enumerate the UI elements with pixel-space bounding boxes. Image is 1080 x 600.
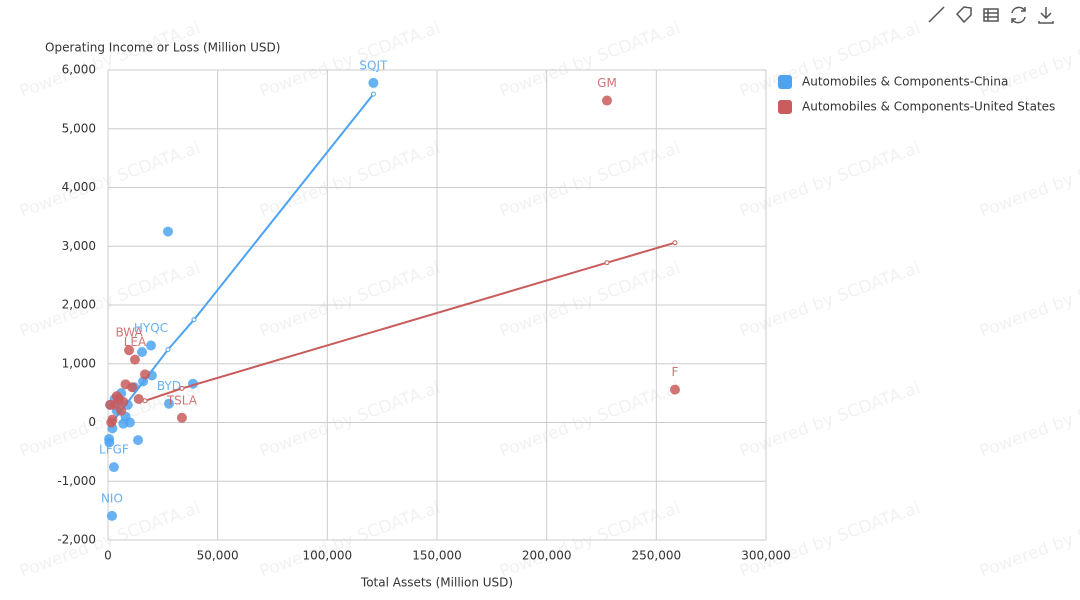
toolbar <box>928 6 1054 24</box>
point <box>106 417 117 428</box>
point <box>368 77 379 88</box>
x-tick-label: 200,000 <box>522 549 572 563</box>
watermark: Powered by SCDATA.ai <box>977 138 1080 222</box>
x-tick-label: 0 <box>104 549 112 563</box>
point <box>118 396 129 407</box>
trend-point <box>370 91 376 97</box>
trend-point <box>191 317 197 323</box>
watermark: Powered by SCDATA.ai <box>737 18 923 102</box>
watermark: Powered by SCDATA.ai <box>497 18 683 102</box>
y-axis-title: Operating Income or Loss (Million USD) <box>45 41 280 55</box>
tool-line[interactable] <box>928 6 945 23</box>
tool-tag[interactable] <box>955 6 972 24</box>
trend-line <box>110 93 375 425</box>
y-tick-label: -2,000 <box>57 533 96 547</box>
point <box>124 345 135 356</box>
point <box>140 369 151 380</box>
watermark: Powered by SCDATA.ai <box>497 258 683 342</box>
watermark: Powered by SCDATA.ai <box>737 378 923 462</box>
point-label: TSLA <box>166 393 198 407</box>
trend-line <box>144 241 676 402</box>
y-tick-label: -1,000 <box>57 474 96 488</box>
watermark: Powered by SCDATA.ai <box>17 138 203 222</box>
y-tick-label: 4,000 <box>62 180 96 194</box>
point <box>176 412 187 423</box>
x-tick-label: 250,000 <box>632 549 682 563</box>
legend-swatch <box>778 100 792 114</box>
point <box>162 226 173 237</box>
point <box>106 510 117 521</box>
point-label: GM <box>597 76 617 90</box>
tool-refresh[interactable] <box>1011 6 1026 24</box>
y-tick-label: 3,000 <box>62 239 96 253</box>
watermark: Powered by SCDATA.ai <box>977 258 1080 342</box>
watermark: Powered by SCDATA.ai <box>977 498 1080 582</box>
point <box>163 398 174 409</box>
point <box>601 95 612 106</box>
legend-label: Automobiles & Components-China <box>802 75 1008 89</box>
y-tick-label: 0 <box>88 415 96 429</box>
trend-point <box>672 240 678 246</box>
point-label: BYD <box>157 379 181 393</box>
trend-point <box>179 385 185 391</box>
point-label: LFGF <box>99 443 129 457</box>
point <box>145 340 156 351</box>
x-tick-label: 50,000 <box>197 549 239 563</box>
trend-point <box>604 260 610 266</box>
watermark: Powered by SCDATA.ai <box>497 378 683 462</box>
watermark: Powered by SCDATA.ai <box>257 258 443 342</box>
trend-point <box>165 347 171 353</box>
watermark: Powered by SCDATA.ai <box>17 258 203 342</box>
watermark: Powered by SCDATA.ai <box>977 378 1080 462</box>
watermark: Powered by SCDATA.ai <box>977 18 1080 102</box>
watermark: Powered by SCDATA.ai <box>497 138 683 222</box>
point-label: NIO <box>101 491 123 505</box>
x-tick-label: 100,000 <box>303 549 353 563</box>
point-label: SQJT <box>359 58 388 72</box>
point-label: BWA <box>115 326 143 340</box>
point-label: F <box>672 365 679 379</box>
point <box>669 384 680 395</box>
point <box>111 391 122 402</box>
tool-table[interactable] <box>983 8 999 22</box>
watermark: Powered by SCDATA.ai <box>737 258 923 342</box>
watermark: Powered by SCDATA.ai <box>257 378 443 462</box>
x-tick-label: 150,000 <box>412 549 462 563</box>
point <box>133 435 144 446</box>
y-tick-label: 2,000 <box>62 298 96 312</box>
point <box>108 462 119 473</box>
tool-download[interactable] <box>1038 7 1054 24</box>
watermark: Powered by SCDATA.ai <box>17 18 203 102</box>
x-axis-title: Total Assets (Million USD) <box>360 576 513 590</box>
point <box>133 394 144 404</box>
y-tick-label: 5,000 <box>62 121 96 135</box>
trend-point <box>142 398 148 404</box>
point-label: LEA <box>124 335 147 349</box>
point <box>129 354 140 365</box>
y-tick-label: 1,000 <box>62 356 96 370</box>
watermark: Powered by SCDATA.ai <box>737 138 923 222</box>
point <box>116 405 127 416</box>
point <box>104 437 115 448</box>
point <box>120 379 131 390</box>
legend-swatch <box>778 75 792 89</box>
watermark: Powered by SCDATA.ai <box>257 18 443 102</box>
legend-label: Automobiles & Components-United States <box>802 100 1055 114</box>
watermark: Powered by SCDATA.ai <box>257 138 443 222</box>
y-tick-label: 6,000 <box>62 63 96 77</box>
point <box>136 347 147 357</box>
x-tick-label: 300,000 <box>741 549 791 563</box>
point <box>118 418 129 429</box>
point <box>105 399 116 410</box>
point-label: HYQC <box>134 321 168 335</box>
